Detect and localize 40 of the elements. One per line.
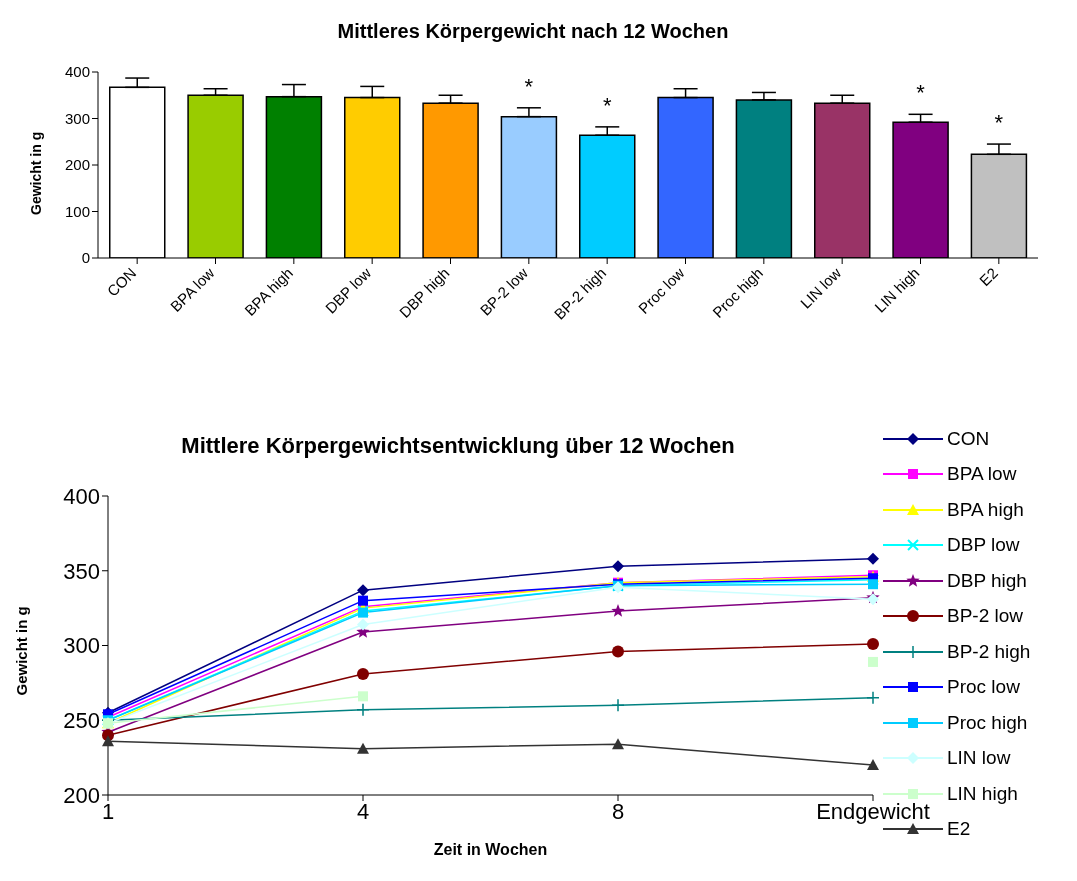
x-tick-label: E2 bbox=[975, 264, 1001, 290]
y-tick-label: 200 bbox=[64, 156, 90, 174]
chart-title: Mittlere Körpergewichtsentwicklung über 12 Wochen bbox=[180, 433, 736, 459]
x-tick-label: Endgewicht bbox=[816, 798, 930, 824]
x-tick-label: BPA low bbox=[166, 263, 218, 315]
y-tick-label: 250 bbox=[63, 708, 100, 734]
x-tick-label: 4 bbox=[356, 798, 370, 824]
legend-label: Proc low bbox=[947, 676, 1020, 699]
y-tick-label: 100 bbox=[64, 202, 90, 220]
legend-label: BPA high bbox=[947, 498, 1024, 521]
y-tick-label: 400 bbox=[64, 63, 90, 81]
legend-label: BP-2 low bbox=[947, 605, 1024, 628]
x-axis-title: Zeit in Wochen bbox=[433, 841, 548, 858]
legend-label: DBP high bbox=[947, 569, 1027, 592]
annotation: * bbox=[916, 80, 926, 106]
annotation: * bbox=[602, 92, 612, 118]
legend-label: DBP low bbox=[947, 534, 1020, 557]
annotation: * bbox=[524, 73, 534, 99]
legend-label: E2 bbox=[947, 818, 971, 841]
x-tick-label: BPA high bbox=[241, 264, 296, 319]
legend-label: BP-2 high bbox=[947, 640, 1031, 663]
y-tick-label: 300 bbox=[64, 109, 90, 127]
x-tick-label: 1 bbox=[101, 798, 115, 824]
y-axis-title: Gewicht in g bbox=[27, 131, 44, 215]
x-tick-label: LIN high bbox=[871, 264, 923, 316]
x-tick-label: 8 bbox=[611, 798, 625, 824]
x-tick-label: LIN low bbox=[796, 263, 845, 312]
chart-title: Mittleres Körpergewicht nach 12 Wochen bbox=[336, 20, 730, 43]
legend-label: LIN low bbox=[947, 747, 1011, 770]
y-tick-label: 350 bbox=[63, 558, 100, 584]
legend-label: Proc high bbox=[947, 711, 1028, 734]
legend-label: CON bbox=[947, 427, 990, 450]
legend-label: LIN high bbox=[947, 782, 1018, 805]
y-tick-label: 0 bbox=[81, 249, 90, 267]
y-tick-label: 300 bbox=[63, 633, 100, 659]
annotation: * bbox=[994, 110, 1004, 136]
legend-label: BPA low bbox=[947, 463, 1017, 486]
y-axis-title: Gewicht in g bbox=[13, 606, 31, 696]
y-tick-label: 200 bbox=[63, 782, 100, 808]
y-tick-label: 400 bbox=[63, 483, 100, 509]
